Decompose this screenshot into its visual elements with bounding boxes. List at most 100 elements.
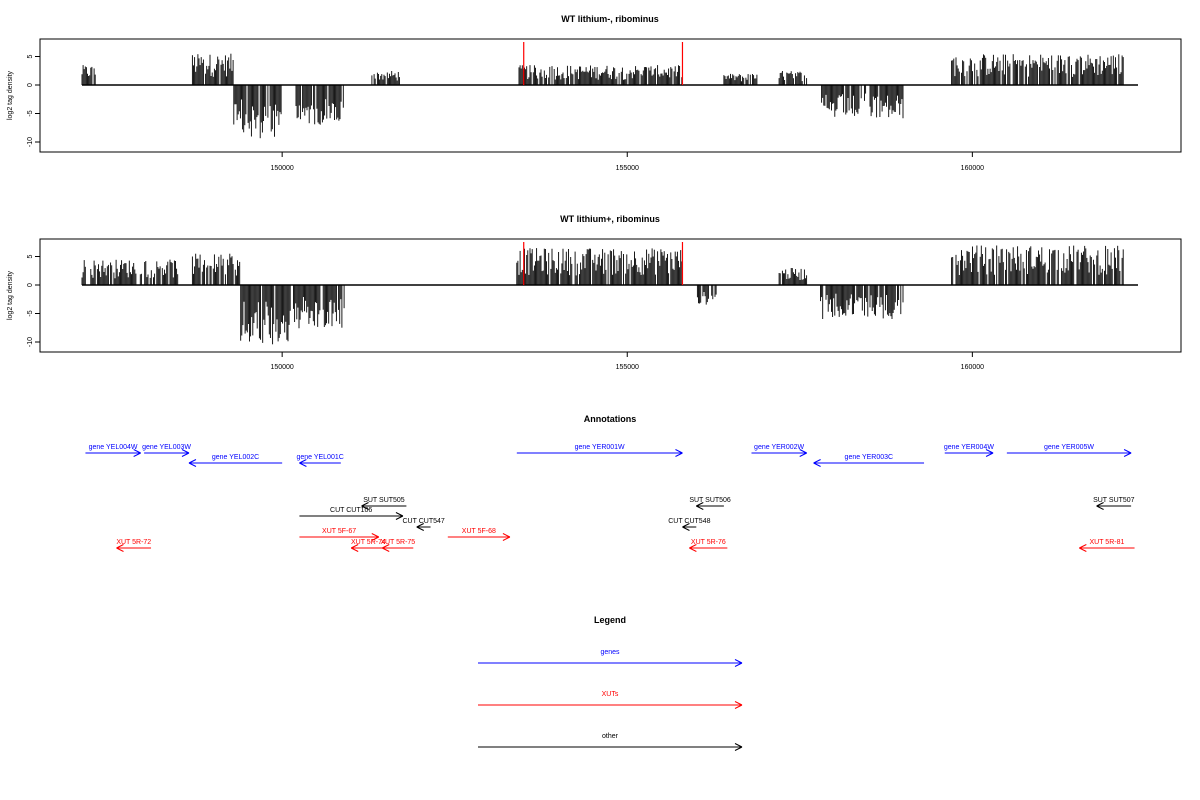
- arrow-head: [133, 452, 141, 457]
- feature-other: CUT CUT547: [403, 518, 445, 531]
- arrow-head: [985, 449, 994, 454]
- feature-gene: gene YER004W: [944, 444, 994, 457]
- feature-arrow: [144, 449, 190, 457]
- y-tick-label: -5: [27, 310, 34, 316]
- feature-arrow: [1006, 449, 1132, 457]
- arrow-head: [813, 459, 821, 464]
- feature-arrow: [299, 512, 404, 520]
- arrow-head: [734, 701, 743, 706]
- feature-other: SUT SUT505: [361, 497, 407, 510]
- arrow-head: [734, 743, 743, 748]
- feature-arrow: [361, 502, 407, 510]
- arrow-head: [682, 526, 690, 531]
- arrow-head: [682, 523, 690, 528]
- feature-label: XUT 5R-75: [380, 539, 415, 546]
- feature-label: XUT 5R-81: [1089, 539, 1124, 546]
- feature-arrow: [1079, 544, 1135, 552]
- feature-xut: XUT 5R-81: [1079, 539, 1135, 552]
- arrow-head: [361, 502, 369, 507]
- arrow-head: [416, 526, 424, 531]
- legend-arrow: [478, 659, 743, 667]
- feature-gene: gene YEL003W: [142, 444, 191, 457]
- feature-arrow: [299, 533, 380, 541]
- arrow-head: [361, 505, 369, 510]
- feature-label: XUT 5R-76: [691, 539, 726, 546]
- x-tick-label: 155000: [616, 165, 639, 172]
- x-tick-label: 160000: [961, 364, 984, 371]
- feature-arrow: [682, 523, 697, 531]
- feature-label: CUT CUT547: [403, 518, 445, 525]
- arrow-head: [181, 452, 190, 457]
- legend-title: Legend: [594, 615, 626, 625]
- feature-label: XUT 5R-74: [351, 539, 386, 546]
- density-bars: [81, 245, 1124, 345]
- chart-panel-2: WT lithium+, ribominus 5 0 -5 -10 log2 tag de…: [7, 214, 1182, 371]
- arrow-head: [116, 547, 124, 552]
- feature-label: CUT CUT106: [330, 507, 372, 514]
- feature-arrow: [813, 459, 925, 467]
- arrow-head: [813, 462, 821, 467]
- feature-arrow: [689, 544, 728, 552]
- arrow-head: [299, 459, 307, 464]
- y-tick-label: 5: [27, 254, 34, 258]
- chart-panel-1: WT lithium-, ribominus 5 0 -5 -10 log2 tag de…: [7, 14, 1182, 172]
- x-tick-label: 150000: [270, 165, 293, 172]
- legend-item: XUTs: [478, 691, 743, 709]
- feature-label: gene YEL003W: [142, 444, 191, 451]
- arrow-head: [734, 704, 743, 709]
- feature-arrow: [516, 449, 683, 457]
- y-tick-label: 5: [27, 54, 34, 58]
- arrow-head: [985, 452, 994, 457]
- arrow-head: [395, 512, 404, 517]
- feature-gene: gene YEL004W: [85, 444, 141, 457]
- arrow-head: [689, 544, 697, 549]
- feature-gene: gene YER005W: [1006, 444, 1132, 457]
- arrow-head: [133, 449, 141, 454]
- arrow-head: [371, 533, 380, 538]
- feature-xut: XUT 5F-68: [447, 528, 511, 541]
- feature-label: XUT 5R-72: [116, 539, 151, 546]
- feature-label: SUT SUT507: [1093, 497, 1135, 504]
- feature-label: SUT SUT505: [363, 497, 405, 504]
- legend: Legend genes XUTs other: [478, 615, 743, 751]
- arrow-head: [734, 659, 743, 664]
- feature-arrow: [416, 523, 431, 531]
- x-tick-label: 155000: [616, 364, 639, 371]
- arrow-head: [395, 515, 404, 520]
- feature-label: gene YEL002C: [212, 454, 259, 461]
- feature-xut: XUT 5R-76: [689, 539, 728, 552]
- arrow-head: [1096, 502, 1104, 507]
- annotations-panel: Annotations gene YEL004W gene YEL003W gene …: [85, 414, 1135, 552]
- feature-label: gene YEL004W: [89, 444, 138, 451]
- chart-title: WT lithium+, ribominus: [560, 214, 660, 224]
- feature-xut: XUT 5R-72: [116, 539, 151, 552]
- y-tick-label: -10: [27, 137, 34, 147]
- arrow-head: [181, 449, 190, 454]
- arrow-head: [382, 544, 390, 549]
- legend-arrow: [478, 701, 743, 709]
- arrow-head: [382, 547, 390, 552]
- y-axis-label: log2 tag density: [7, 270, 14, 320]
- feature-label: gene YER001W: [575, 444, 625, 451]
- feature-arrow: [696, 502, 724, 510]
- feature-arrow: [447, 533, 511, 541]
- arrow-head: [1123, 452, 1132, 457]
- feature-xut: XUT 5F-67: [299, 528, 380, 541]
- feature-gene: gene YER001W: [516, 444, 683, 457]
- feature-arrow: [116, 544, 152, 552]
- legend-arrow: [478, 743, 743, 751]
- plot-frame: [39, 238, 1182, 353]
- arrow-head: [350, 544, 359, 549]
- legend-label: genes: [600, 649, 620, 656]
- arrow-head: [502, 533, 511, 538]
- legend-label: other: [602, 733, 619, 740]
- arrow-head: [188, 459, 197, 464]
- feature-arrow: [944, 449, 994, 457]
- arrow-head: [734, 662, 743, 667]
- feature-arrow: [85, 449, 141, 457]
- arrow-head: [799, 452, 807, 457]
- arrow-head: [1123, 449, 1132, 454]
- arrow-head: [1079, 544, 1087, 549]
- y-tick-label: 0: [27, 283, 34, 287]
